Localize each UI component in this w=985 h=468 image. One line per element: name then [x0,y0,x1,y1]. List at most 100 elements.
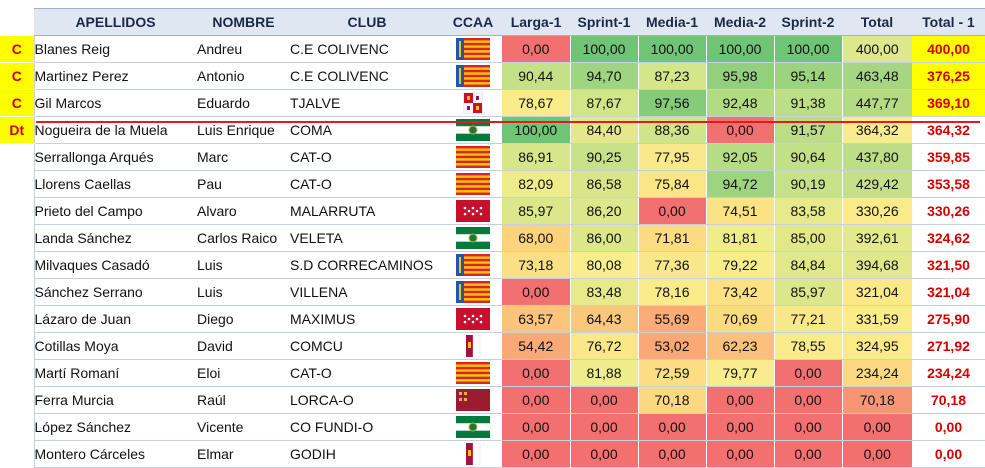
cell-nombre: Luis [197,251,290,279]
cell-total-1: 0,00 [912,440,985,468]
cell-larga-1: 0,00 [502,35,571,63]
cataluna-flag-icon [444,362,502,384]
cell-larga-1: 73,18 [502,251,571,279]
cell-ccaa [444,413,502,441]
cell-larga-1: 0,00 [502,440,571,468]
header-media-2[interactable]: Media-2 [706,8,774,36]
cell-club: LORCA-O [290,386,444,414]
table-row[interactable]: Milvaques Casadó Luis S.D CORRECAMINOS 73,1… [0,251,985,279]
header-nombre[interactable]: NOMBRE [197,8,290,36]
cataluna-flag-icon [444,173,502,195]
category-badge-empty [0,251,34,279]
table-row[interactable]: Martí Romaní Eloi CAT-O 0,00 81,88 72,59 79,77… [0,359,985,387]
andalucia-flag-icon [444,416,502,438]
cell-total-1: 321,50 [912,251,985,279]
category-badge-empty [0,143,34,171]
cell-sprint-2: 100,00 [774,35,843,63]
cell-club: GODIH [290,440,444,468]
madrid-flag-icon [444,200,502,222]
cell-media-2: 0,00 [706,440,775,468]
cell-apellidos: López Sánchez [33,413,197,441]
category-badge-empty [0,386,34,414]
cell-ccaa [444,224,502,252]
category-badge-empty [0,440,34,468]
qualification-cut-line [36,121,980,123]
table-row[interactable]: Sánchez Serrano Luis VILLENA 0,00 83,48 78,16… [0,278,985,306]
cell-larga-1: 78,67 [502,89,571,117]
cell-larga-1: 90,44 [502,62,571,90]
cell-larga-1: 0,00 [502,278,571,306]
header-larga-1[interactable]: Larga-1 [502,8,570,36]
cell-ccaa [444,89,502,117]
cell-apellidos: Sánchez Serrano [33,278,197,306]
header-media-1[interactable]: Media-1 [638,8,706,36]
cell-sprint-1: 86,20 [570,197,639,225]
cell-apellidos: Milvaques Casadó [33,251,197,279]
cell-larga-1: 0,00 [502,359,571,387]
table-row[interactable]: Serrallonga Arqués Marc CAT-O 86,91 90,25 77,… [0,143,985,171]
cell-nombre: Eloi [197,359,290,387]
cell-total-1: 321,04 [912,278,985,306]
cell-nombre: Pau [197,170,290,198]
cell-sprint-2: 90,19 [774,170,843,198]
cell-ccaa [444,143,502,171]
table-row[interactable]: C Martinez Perez Antonio C.E COLIVENC 90,44 9… [0,62,985,90]
cell-apellidos: Llorens Caellas [33,170,197,198]
category-badge-empty [0,305,34,333]
header-total[interactable]: Total [842,8,912,36]
header-club[interactable]: CLUB [290,8,444,36]
header-apellidos[interactable]: APELLIDOS [34,8,197,36]
header-sprint-2[interactable]: Sprint-2 [774,8,842,36]
cell-sprint-1: 76,72 [570,332,639,360]
table-row[interactable]: Llorens Caellas Pau CAT-O 82,09 86,58 75,84 94… [0,170,985,198]
cell-total-1: 330,26 [912,197,985,225]
cell-ccaa [444,278,502,306]
header-ccaa[interactable]: CCAA [444,8,502,36]
results-body: C Blanes Reig Andreu C.E COLIVENC 0,00 100,00… [0,35,985,468]
cell-total: 324,95 [842,332,912,360]
cell-nombre: Vicente [197,413,290,441]
cell-ccaa [444,197,502,225]
cell-sprint-2: 78,55 [774,332,843,360]
cell-sprint-1: 80,08 [570,251,639,279]
table-row[interactable]: C Gil Marcos Eduardo TJALVE 78,67 87,67 97,56 9… [0,89,985,117]
cell-club: TJALVE [290,89,444,117]
cell-ccaa [444,386,502,414]
cell-sprint-2: 0,00 [774,359,843,387]
cell-apellidos: Martí Romaní [33,359,197,387]
table-row[interactable]: Montero Cárceles Elmar GODIH 0,00 0,00 0,00 0,… [0,440,985,468]
cell-media-1: 75,84 [638,170,707,198]
cell-apellidos: Ferra Murcia [33,386,197,414]
table-row[interactable]: Prieto del Campo Alvaro MALARRUTA 85,97 86,2… [0,197,985,225]
cell-ccaa [444,35,502,63]
header-total-1[interactable]: Total - 1 [912,8,985,36]
table-row[interactable]: C Blanes Reig Andreu C.E COLIVENC 0,00 100,00… [0,35,985,63]
cell-larga-1: 0,00 [502,413,571,441]
cell-larga-1: 86,91 [502,143,571,171]
cell-sprint-2: 0,00 [774,413,843,441]
cell-total-1: 400,00 [912,35,985,63]
table-row[interactable]: Cotillas Moya David COMCU 54,42 76,72 53,02 62… [0,332,985,360]
table-row[interactable]: López Sánchez Vicente CO FUNDI-O 0,00 0,00 0,… [0,413,985,441]
category-badge-empty [0,170,34,198]
cell-media-2: 74,51 [706,197,775,225]
table-row[interactable]: Ferra Murcia Raúl LORCA-O 0,00 0,00 70,18 0,00… [0,386,985,414]
header-row: APELLIDOS NOMBRE CLUB CCAA Larga-1 Sprin… [0,8,985,36]
cell-total: 394,68 [842,251,912,279]
cell-total: 447,77 [842,89,912,117]
table-row[interactable]: Landa Sánchez Carlos Raico VELETA 68,00 86,0… [0,224,985,252]
cell-ccaa [444,440,502,468]
cell-sprint-2: 85,97 [774,278,843,306]
header-sprint-1[interactable]: Sprint-1 [570,8,638,36]
cell-media-2: 92,05 [706,143,775,171]
castilla-leon-flag-icon [444,92,502,114]
cell-club: C.E COLIVENC [290,62,444,90]
category-badge-empty [0,359,34,387]
cell-total: 0,00 [842,440,912,468]
table-row[interactable]: Lázaro de Juan Diego MAXIMUS 63,57 64,43 55,6… [0,305,985,333]
cell-club: CAT-O [290,143,444,171]
cell-media-2: 95,98 [706,62,775,90]
cell-total-1: 324,62 [912,224,985,252]
cell-total: 70,18 [842,386,912,414]
castilla-mancha-flag-icon [444,335,502,357]
